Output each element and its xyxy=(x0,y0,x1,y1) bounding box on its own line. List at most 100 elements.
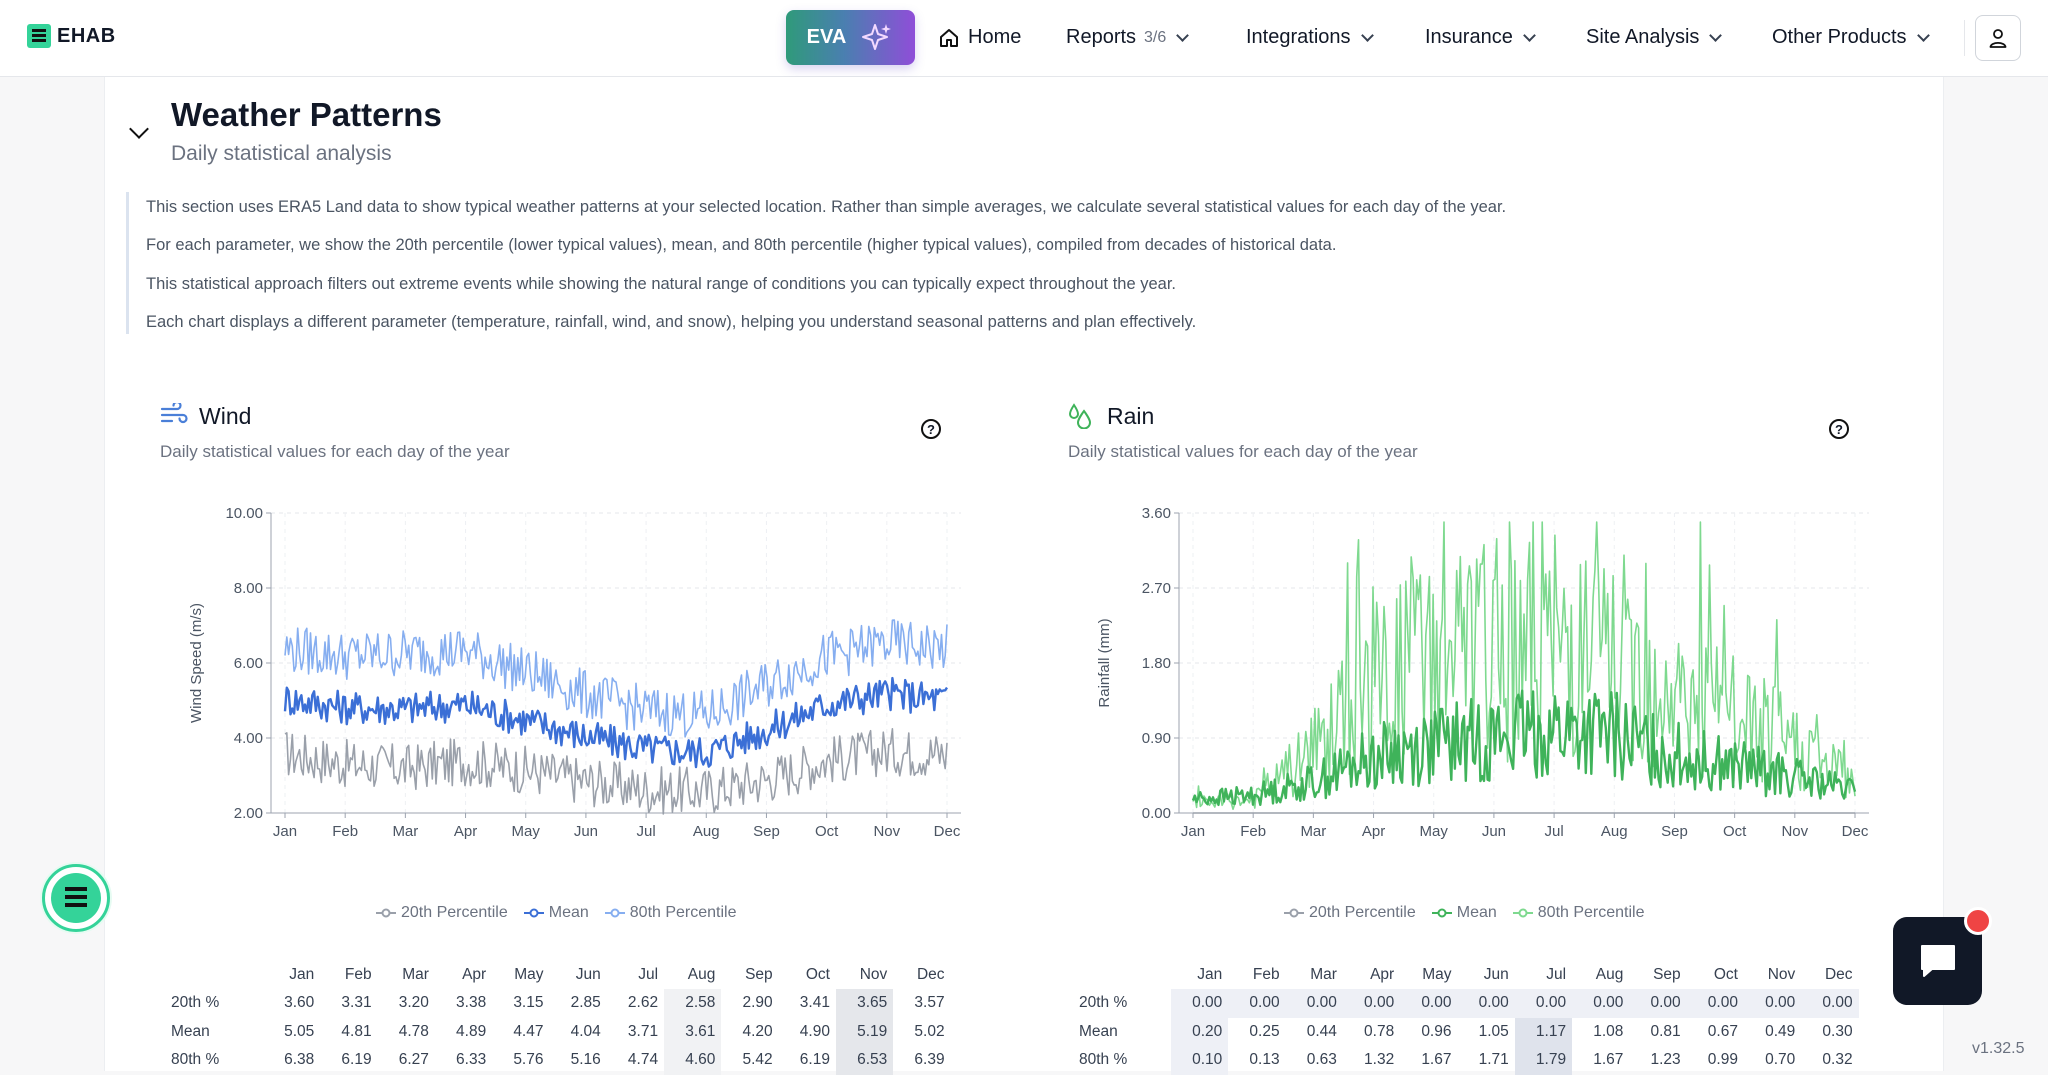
legend-line-icon xyxy=(524,908,544,918)
table-cell: 3.41 xyxy=(779,989,836,1018)
chevron-down-icon xyxy=(1523,29,1536,42)
table-column-header: Aug xyxy=(664,961,721,989)
table-cell: 1.08 xyxy=(1572,1018,1629,1047)
table-cell: 6.38 xyxy=(263,1046,320,1075)
nav-site-analysis[interactable]: Site Analysis xyxy=(1586,26,1720,49)
legend-item-mean[interactable]: Mean xyxy=(524,904,589,922)
nav-integrations[interactable]: Integrations xyxy=(1246,26,1372,49)
table-cell: 3.15 xyxy=(492,989,549,1018)
table-cell: 3.71 xyxy=(607,1018,664,1047)
x-tick-label: Nov xyxy=(1781,823,1808,840)
nav-divider xyxy=(1964,20,1965,56)
table-row-label: Mean xyxy=(171,1018,263,1047)
section-subtitle: Daily statistical analysis xyxy=(171,142,392,166)
table-cell: 3.65 xyxy=(836,989,893,1018)
table-row-label: 20th % xyxy=(171,989,263,1018)
x-tick-label: Aug xyxy=(1601,823,1628,840)
eva-button[interactable]: EVA xyxy=(786,10,915,65)
legend-item-mean[interactable]: Mean xyxy=(1432,904,1497,922)
x-tick-label: Jun xyxy=(574,823,598,840)
x-tick-label: Jul xyxy=(636,823,655,840)
table-cell: 0.00 xyxy=(1171,989,1228,1018)
table-cell: 1.67 xyxy=(1572,1046,1629,1075)
x-tick-label: Dec xyxy=(1842,823,1869,840)
table-cell: 4.78 xyxy=(378,1018,435,1047)
section-description: This section uses ERA5 Land data to show… xyxy=(126,192,1626,334)
section-title: Weather Patterns xyxy=(171,96,442,134)
nav-home-label: Home xyxy=(968,26,1021,49)
chevron-down-icon xyxy=(1361,29,1374,42)
legend-line-icon xyxy=(376,908,396,918)
table-cell: 0.10 xyxy=(1171,1046,1228,1075)
x-tick-label: Jun xyxy=(1482,823,1506,840)
x-tick-label: May xyxy=(1420,823,1449,840)
table-cell: 4.81 xyxy=(320,1018,377,1047)
table-column-header: Mar xyxy=(378,961,435,989)
table-cell: 0.81 xyxy=(1629,1018,1686,1047)
chat-icon xyxy=(1918,942,1958,980)
table-cell: 3.61 xyxy=(664,1018,721,1047)
legend-line-icon xyxy=(1432,908,1452,918)
table-cell: 4.89 xyxy=(435,1018,492,1047)
table-cell: 0.00 xyxy=(1515,989,1572,1018)
x-tick-label: Dec xyxy=(934,823,961,840)
nav-other-products[interactable]: Other Products xyxy=(1772,26,1928,49)
user-menu-button[interactable] xyxy=(1975,15,2021,61)
table-column-header: Feb xyxy=(320,961,377,989)
table-corner-cell xyxy=(171,961,263,989)
legend-label: 80th Percentile xyxy=(1538,904,1645,922)
brand-logo-icon xyxy=(27,24,51,48)
table-cell: 5.42 xyxy=(721,1046,778,1075)
table-cell: 3.38 xyxy=(435,989,492,1018)
x-tick-label: May xyxy=(512,823,541,840)
description-paragraph: Each chart displays a different paramete… xyxy=(146,307,1626,345)
table-cell: 0.70 xyxy=(1744,1046,1801,1075)
wind-card-subtitle: Daily statistical values for each day of… xyxy=(160,442,510,462)
legend-label: 80th Percentile xyxy=(630,904,737,922)
legend-item-p20[interactable]: 20th Percentile xyxy=(1284,904,1416,922)
nav-reports[interactable]: Reports 3/6 xyxy=(1066,26,1187,49)
table-cell: 1.67 xyxy=(1400,1046,1457,1075)
table-cell: 0.44 xyxy=(1286,1018,1343,1047)
table-column-header: Jul xyxy=(607,961,664,989)
legend-item-p80[interactable]: 80th Percentile xyxy=(1513,904,1645,922)
rain-card-title: Rain xyxy=(1107,403,1154,430)
assistant-launcher-button[interactable] xyxy=(42,864,110,932)
table-cell: 1.71 xyxy=(1457,1046,1514,1075)
description-paragraph: This section uses ERA5 Land data to show… xyxy=(146,192,1626,230)
y-tick-label: 10.00 xyxy=(225,505,263,522)
help-circle-icon[interactable]: ? xyxy=(1829,419,1849,439)
chat-button[interactable] xyxy=(1893,917,1982,1005)
x-tick-label: Jan xyxy=(273,823,297,840)
table-column-header: Jul xyxy=(1515,961,1572,989)
table-column-header: May xyxy=(492,961,549,989)
legend-item-p20[interactable]: 20th Percentile xyxy=(376,904,508,922)
help-circle-icon[interactable]: ? xyxy=(921,419,941,439)
y-tick-label: 1.80 xyxy=(1142,655,1171,672)
table-cell: 2.58 xyxy=(664,989,721,1018)
wind-card-title: Wind xyxy=(199,403,251,430)
table-cell: 5.76 xyxy=(492,1046,549,1075)
brand-logo[interactable]: EHAB xyxy=(27,24,116,48)
legend-label: Mean xyxy=(1457,904,1497,922)
y-tick-label: 0.00 xyxy=(1142,805,1171,822)
table-row-label: Mean xyxy=(1079,1018,1171,1047)
table-cell: 0.25 xyxy=(1228,1018,1285,1047)
table-column-header: Oct xyxy=(779,961,836,989)
nav-home[interactable]: Home xyxy=(938,26,1021,49)
table-cell: 0.00 xyxy=(1629,989,1686,1018)
legend-item-p80[interactable]: 80th Percentile xyxy=(605,904,737,922)
table-corner-cell xyxy=(1079,961,1171,989)
wind-icon xyxy=(160,403,188,427)
table-row-label: 80th % xyxy=(171,1046,263,1075)
x-tick-label: Jan xyxy=(1181,823,1205,840)
table-cell: 0.00 xyxy=(1744,989,1801,1018)
table-column-header: Nov xyxy=(1744,961,1801,989)
legend-line-icon xyxy=(1513,908,1533,918)
nav-insurance[interactable]: Insurance xyxy=(1425,26,1534,49)
table-cell: 0.00 xyxy=(1572,989,1629,1018)
table-cell: 1.05 xyxy=(1457,1018,1514,1047)
